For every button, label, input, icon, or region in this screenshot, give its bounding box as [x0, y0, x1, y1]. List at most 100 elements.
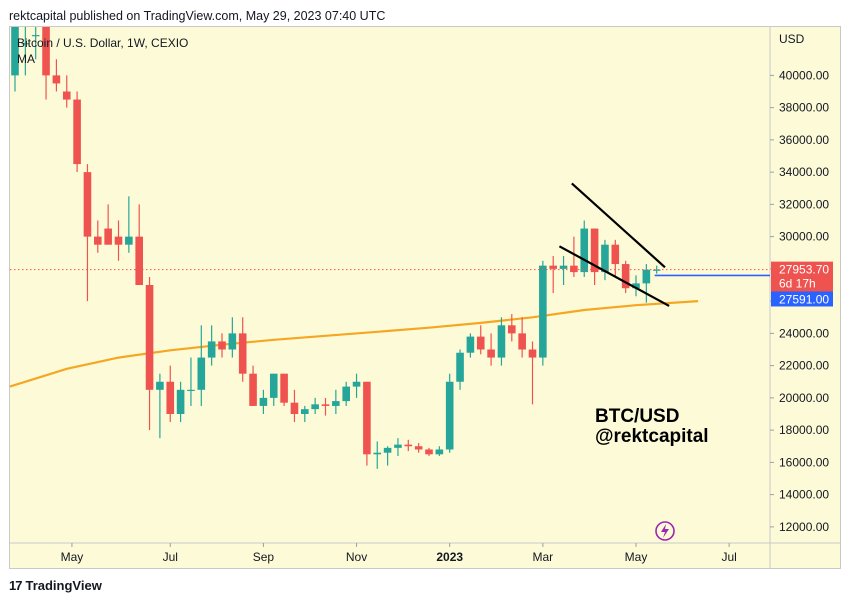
candle	[156, 373, 164, 439]
tradingview-logo[interactable]: 17 TradingView	[9, 578, 102, 593]
candle	[73, 91, 81, 173]
candle-body	[497, 325, 506, 358]
candle	[466, 333, 475, 358]
candle-body	[642, 269, 651, 284]
candle-body	[518, 333, 526, 350]
candle	[332, 389, 340, 414]
candle-body	[187, 389, 195, 392]
candle	[590, 228, 599, 285]
candle	[114, 220, 123, 261]
candle	[197, 325, 206, 406]
time-tick-label: Jul	[163, 550, 178, 564]
candle-body	[373, 452, 382, 455]
candle	[559, 255, 568, 285]
candle-body	[321, 404, 330, 406]
candle	[414, 443, 423, 453]
candle-body	[176, 389, 185, 414]
price-tick-label: 40000.00	[779, 68, 829, 82]
candle	[104, 204, 112, 245]
candle	[21, 27, 30, 76]
time-axis-ticks: May Jul Sep Nov 2023 Mar May Jul	[61, 543, 737, 564]
last-price-label: 27953.70	[779, 263, 829, 277]
candle	[218, 333, 226, 358]
candle-body	[445, 381, 454, 450]
candle-body	[218, 341, 226, 350]
candle-body	[508, 325, 516, 334]
level-price-badge	[771, 291, 833, 307]
candle	[321, 397, 330, 416]
ma-line	[9, 300, 699, 388]
time-axis-background	[10, 543, 840, 568]
lightning-icon[interactable]	[655, 521, 675, 541]
candle-body	[652, 269, 661, 271]
price-tick-label: 36000.00	[779, 133, 829, 147]
candle-body	[135, 236, 143, 285]
candle-body	[601, 244, 609, 273]
candle	[259, 389, 268, 414]
candle-body	[528, 349, 537, 358]
candle-body	[332, 401, 340, 406]
candle	[373, 441, 382, 469]
candle	[652, 265, 661, 274]
chart-frame	[9, 26, 841, 569]
price-tick-label: 32000.00	[779, 197, 829, 211]
candle-body	[31, 35, 40, 37]
time-tick-label: 2023	[436, 550, 463, 564]
candle	[145, 276, 154, 431]
price-tick-label: 12000.00	[779, 520, 829, 534]
candle	[539, 260, 547, 366]
candle-body	[383, 447, 392, 453]
candle-body	[156, 381, 164, 390]
candle	[83, 164, 92, 302]
currency-label: USD	[779, 32, 805, 46]
candle-body	[414, 446, 423, 450]
candle-body	[559, 265, 568, 269]
candle	[207, 325, 216, 366]
candle-body	[249, 373, 257, 406]
candle-body	[611, 244, 620, 265]
candle	[394, 438, 402, 456]
candle	[549, 255, 557, 294]
candle	[187, 357, 195, 406]
candle-body	[632, 283, 640, 289]
candle	[404, 439, 413, 452]
time-tick-label: May	[61, 550, 84, 564]
candle-body	[404, 444, 413, 447]
candle-body	[166, 381, 175, 414]
trendline[interactable]	[558, 245, 670, 307]
candle-body	[363, 381, 371, 455]
candle	[601, 239, 609, 281]
price-tick-label: 22000.00	[779, 359, 829, 373]
candle	[352, 373, 361, 398]
price-tick-label: 34000.00	[779, 165, 829, 179]
candle-body	[42, 27, 50, 76]
candle	[508, 314, 516, 342]
time-tick-label: Sep	[253, 550, 275, 564]
candle-body	[259, 397, 268, 406]
candle	[228, 317, 237, 358]
candle	[570, 236, 578, 277]
candle	[621, 260, 630, 294]
candle-body	[197, 357, 206, 390]
candle-body	[21, 43, 30, 45]
price-tick-label: 14000.00	[779, 488, 829, 502]
candle	[62, 75, 71, 108]
trendline[interactable]	[571, 182, 666, 269]
candle-body	[580, 228, 589, 273]
candle-body	[342, 386, 350, 402]
candle	[518, 317, 526, 358]
trendlines-layer	[558, 182, 770, 307]
price-tick-label: 20000.00	[779, 391, 829, 405]
candle-body	[435, 449, 444, 455]
level-price-label: 27591.00	[779, 292, 829, 306]
candle	[280, 373, 288, 406]
candle-body	[476, 336, 485, 350]
candle	[497, 317, 506, 366]
candle	[269, 373, 278, 406]
candle-body	[290, 402, 299, 414]
countdown-label: 6d 17h	[779, 277, 816, 291]
time-tick-label: Nov	[346, 550, 367, 564]
time-tick-label: Jul	[721, 550, 736, 564]
candle	[11, 27, 19, 92]
